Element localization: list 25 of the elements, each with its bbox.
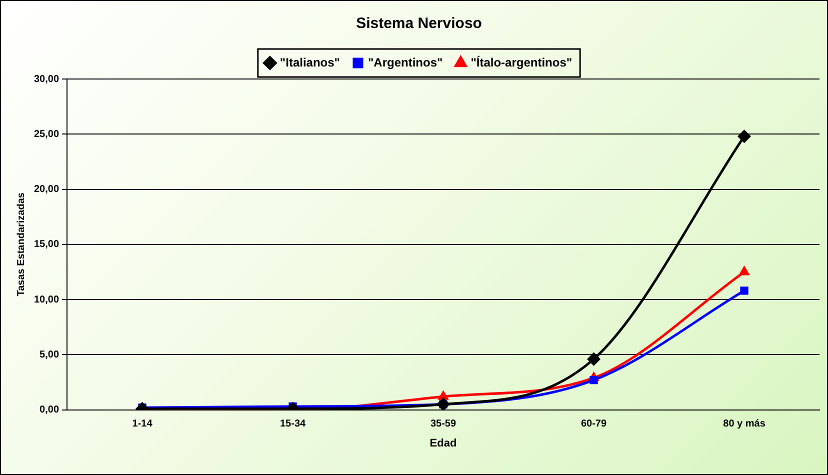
legend-label: "Ítalo-argentinos" xyxy=(470,55,572,70)
x-tick-label: 80 y más xyxy=(723,418,766,430)
y-tick-label: 15,00 xyxy=(34,239,60,250)
point xyxy=(590,376,598,384)
y-tick-label: 30,00 xyxy=(34,74,60,85)
y-tick-label: 10,00 xyxy=(34,294,60,306)
y-tick-label: 5,00 xyxy=(40,349,60,360)
point xyxy=(740,286,748,295)
x-axis-title: Edad xyxy=(430,437,457,450)
point xyxy=(738,130,751,143)
chart-title: Sistema Nervioso xyxy=(356,15,482,32)
legend-label: "Argentinos" xyxy=(368,55,443,70)
x-tick-label: 60-79 xyxy=(580,418,607,430)
point xyxy=(437,398,450,410)
y-axis-title: Tasas Estandarizadas xyxy=(16,192,27,296)
point xyxy=(438,391,448,400)
point xyxy=(740,266,749,276)
x-tick-label: 1-14 xyxy=(132,418,153,430)
point xyxy=(588,352,600,366)
y-tick-label: 20,00 xyxy=(34,184,60,196)
legend-label: "Italianos" xyxy=(280,55,340,70)
y-tick-label: 25,00 xyxy=(34,128,60,140)
x-tick-label: 35-59 xyxy=(430,418,456,430)
y-tick-label: 0,00 xyxy=(40,404,60,416)
x-tick-label: 15-34 xyxy=(280,418,306,430)
